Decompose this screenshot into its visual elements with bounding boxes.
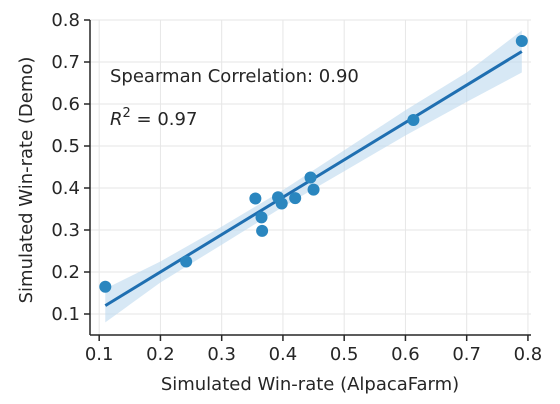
r2-annotation: R2 = 0.97 [110,106,197,130]
x-tick-label-7: 0.8 [514,344,543,365]
spearman-annotation: Spearman Correlation: 0.90 [110,66,359,87]
x-tick-label-0: 0.1 [85,344,114,365]
data-point-7 [289,192,302,205]
y-tick-label-7: 0.8 [51,10,80,31]
y-tick-label-6: 0.7 [51,52,80,73]
data-point-8 [304,171,317,184]
data-point-3 [255,211,268,224]
y-ticks: 0.1 0.2 0.3 0.4 0.5 0.6 0.7 0.8 [51,10,90,325]
y-axis-label: Simulated Win-rate (Demo) [16,57,37,304]
r2-exponent: 2 [123,106,131,121]
x-tick-label-3: 0.4 [269,344,298,365]
x-tick-label-2: 0.3 [207,344,236,365]
data-point-6 [275,197,288,210]
data-points [99,35,528,293]
y-tick-label-2: 0.3 [51,220,80,241]
data-point-4 [256,224,269,237]
axes [89,20,531,336]
r2-symbol: R [110,109,123,130]
data-point-9 [307,183,320,196]
x-tick-label-6: 0.7 [452,344,481,365]
data-point-2 [249,192,262,205]
x-tick-label-5: 0.6 [391,344,420,365]
y-tick-label-4: 0.5 [51,136,80,157]
data-point-1 [180,255,193,268]
x-tick-label-4: 0.5 [330,344,359,365]
y-tick-label-1: 0.2 [51,262,80,283]
y-tick-label-5: 0.6 [51,94,80,115]
data-point-10 [407,113,420,126]
data-point-11 [515,35,528,47]
x-axis-label: Simulated Win-rate (AlpacaFarm) [161,374,459,395]
data-point-0 [99,280,112,293]
y-tick-label-3: 0.4 [51,178,80,199]
x-ticks: 0.1 0.2 0.3 0.4 0.5 0.6 0.7 0.8 [85,335,542,365]
r2-value: = 0.97 [131,109,198,130]
y-tick-label-0: 0.1 [51,304,80,325]
x-tick-label-1: 0.2 [146,344,175,365]
